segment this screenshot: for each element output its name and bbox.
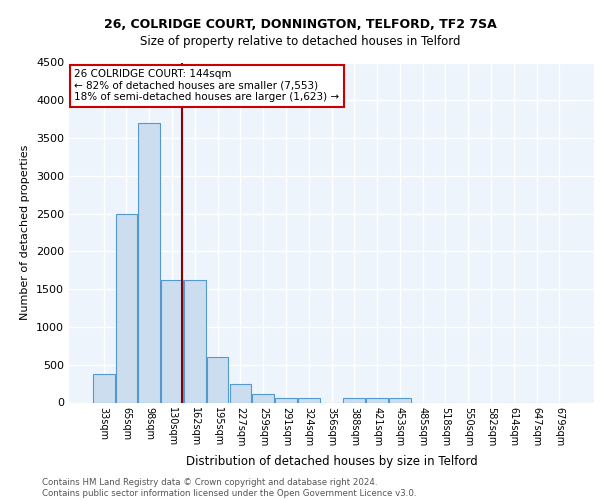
Bar bbox=[253, 394, 274, 402]
Bar bbox=[184, 280, 206, 402]
Bar bbox=[298, 398, 320, 402]
Text: Contains HM Land Registry data © Crown copyright and database right 2024.
Contai: Contains HM Land Registry data © Crown c… bbox=[42, 478, 416, 498]
Bar bbox=[389, 398, 410, 402]
Bar bbox=[230, 384, 251, 402]
Bar bbox=[93, 374, 115, 402]
Text: 26 COLRIDGE COURT: 144sqm
← 82% of detached houses are smaller (7,553)
18% of se: 26 COLRIDGE COURT: 144sqm ← 82% of detac… bbox=[74, 70, 340, 102]
Bar bbox=[116, 214, 137, 402]
Text: 26, COLRIDGE COURT, DONNINGTON, TELFORD, TF2 7SA: 26, COLRIDGE COURT, DONNINGTON, TELFORD,… bbox=[104, 18, 496, 30]
Bar bbox=[161, 280, 183, 402]
Bar bbox=[366, 398, 388, 402]
Bar bbox=[139, 123, 160, 402]
X-axis label: Distribution of detached houses by size in Telford: Distribution of detached houses by size … bbox=[185, 455, 478, 468]
Bar bbox=[343, 398, 365, 402]
Bar bbox=[275, 398, 297, 402]
Bar bbox=[207, 357, 229, 403]
Y-axis label: Number of detached properties: Number of detached properties bbox=[20, 145, 31, 320]
Text: Size of property relative to detached houses in Telford: Size of property relative to detached ho… bbox=[140, 35, 460, 48]
